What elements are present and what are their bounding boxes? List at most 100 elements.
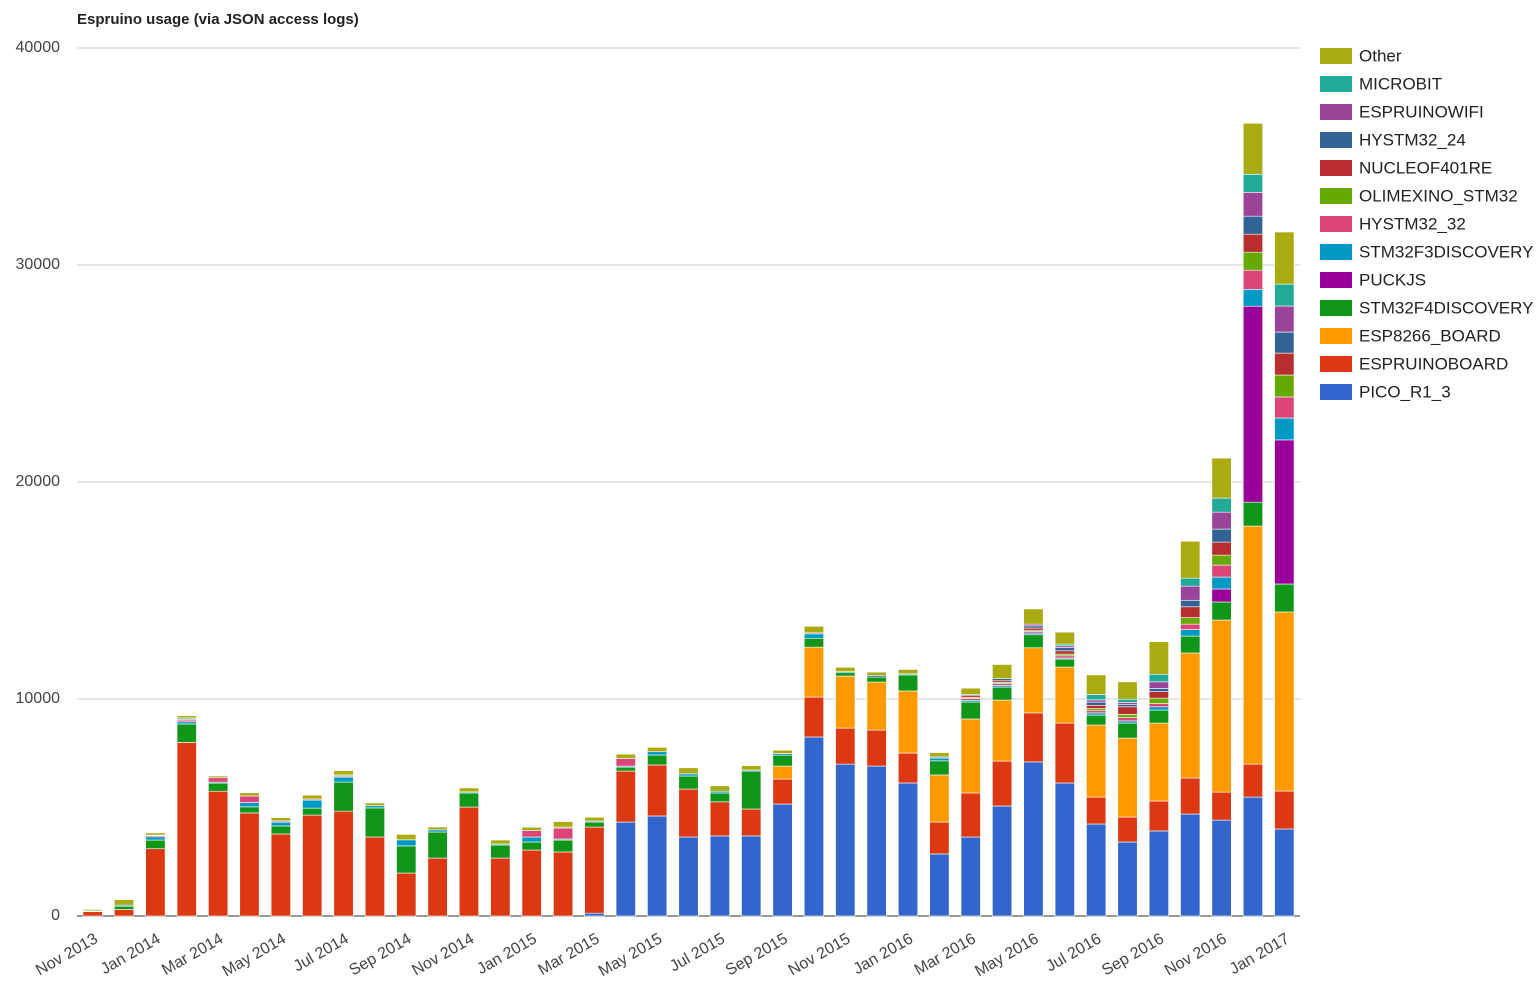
bar-segment <box>897 782 919 917</box>
bar-segment <box>1211 541 1232 556</box>
bar-segment <box>1117 704 1138 708</box>
bar-segment <box>1180 652 1201 779</box>
y-tick-label: 30000 <box>16 256 61 273</box>
bar-segment <box>1054 722 1075 784</box>
bar-segment <box>490 839 511 845</box>
bar-segment <box>1117 706 1138 715</box>
bar-segment <box>584 826 605 914</box>
bar-segment <box>208 790 229 917</box>
bar-segment <box>803 637 824 648</box>
bar-segment <box>615 758 636 767</box>
x-tick-label: Mar 2015 <box>535 930 602 979</box>
bar-segment <box>333 781 354 812</box>
bar-segment <box>145 832 166 836</box>
bar-segment <box>239 806 260 814</box>
bar-segment <box>960 718 981 794</box>
x-tick-label: May 2014 <box>220 930 289 980</box>
bar-segment <box>302 807 323 816</box>
legend-label: STM32F4DISCOVERY <box>1359 298 1533 317</box>
bar-segment <box>176 715 197 719</box>
bar-segment <box>803 626 824 634</box>
bar-segment <box>1148 722 1169 802</box>
bar-segment <box>1023 608 1044 625</box>
bar-segment <box>114 909 135 917</box>
bar-segment <box>176 723 197 743</box>
bar-segment <box>1242 305 1263 503</box>
bar-segment <box>1054 782 1075 917</box>
bar-segment <box>1180 813 1201 917</box>
bar-segment <box>992 760 1013 807</box>
bar-segment <box>960 792 981 838</box>
bar-segment <box>1086 710 1107 714</box>
x-tick-label: Nov 2014 <box>409 930 477 979</box>
bar-segment <box>835 675 856 729</box>
bar-segment <box>1274 374 1295 398</box>
bar-segment <box>647 815 668 917</box>
bar-segment <box>521 849 542 917</box>
bar-segment <box>960 687 981 695</box>
bar-segment <box>1274 305 1295 333</box>
bar-segment <box>1211 554 1232 566</box>
bar-segment <box>1211 457 1232 499</box>
x-tick-label: Nov 2013 <box>33 930 101 979</box>
bar-segment <box>396 834 417 841</box>
bar-segment <box>1086 708 1107 712</box>
bar-segment <box>1117 841 1138 917</box>
bar-segment <box>1148 641 1169 675</box>
bar-segment <box>176 721 197 725</box>
bar-segment <box>647 754 668 766</box>
x-tick-label: Mar 2014 <box>159 930 226 979</box>
bar-segment <box>1023 634 1044 649</box>
bar-segment <box>1274 790 1295 830</box>
bar-segment <box>584 816 605 822</box>
bar-segment <box>1180 777 1201 815</box>
bar-segment <box>1242 501 1263 527</box>
legend-label: PICO_R1_3 <box>1359 382 1451 401</box>
bar-segment <box>1211 619 1232 793</box>
y-tick-label: 40000 <box>16 39 61 56</box>
bar-segment <box>490 857 511 917</box>
bar-segment <box>1180 623 1201 630</box>
bar-segment <box>458 806 480 917</box>
bar-segment <box>1086 699 1107 703</box>
bar-segment <box>1086 796 1107 825</box>
bar-segment <box>1180 635 1201 654</box>
bar-segment <box>1242 269 1263 290</box>
bar-segment <box>1211 601 1232 621</box>
bar-segment <box>302 799 323 809</box>
y-tick-label: 0 <box>51 907 60 924</box>
bar-segment <box>1086 694 1107 701</box>
bar-segment <box>553 827 574 840</box>
bar-segment <box>364 836 385 917</box>
legend-swatch <box>1320 188 1352 204</box>
bar-segment <box>208 782 229 792</box>
bar-segment <box>521 841 542 851</box>
bar-segment <box>929 757 950 762</box>
bar-segment <box>1117 816 1138 843</box>
bar-segment <box>678 788 699 838</box>
bar-segment <box>960 701 981 720</box>
bar-segment <box>709 785 730 792</box>
bar-segment <box>1211 588 1232 603</box>
legend-label: ESP8266_BOARD <box>1359 326 1501 345</box>
legend-swatch <box>1320 160 1352 176</box>
x-tick-label: Sep 2015 <box>723 930 791 979</box>
bar-segment <box>678 773 699 777</box>
legend-swatch <box>1320 328 1352 344</box>
bar-segment <box>678 767 699 775</box>
bar-segment <box>458 792 480 808</box>
bar-segment <box>741 770 762 810</box>
bar-segment <box>1242 796 1263 917</box>
bar-segment <box>929 752 950 758</box>
bar-segment <box>1274 396 1295 419</box>
bar-segment <box>114 899 135 906</box>
bar-segment <box>1086 712 1107 716</box>
legend-swatch <box>1320 384 1352 400</box>
bar-segment <box>553 851 574 917</box>
bar-segment <box>553 821 574 828</box>
bar-segment <box>866 681 887 731</box>
bar-segment <box>302 794 323 800</box>
bar-segment <box>1211 564 1232 578</box>
bar-segment <box>835 727 856 765</box>
legend-swatch <box>1320 132 1352 148</box>
